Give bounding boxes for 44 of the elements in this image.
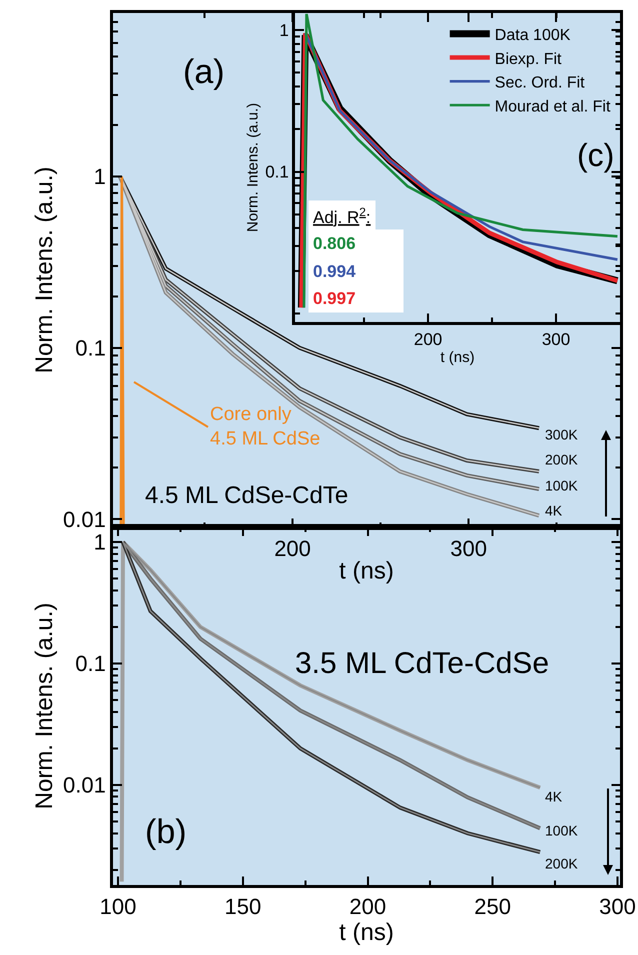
annotation: (a) [183,53,225,91]
annotation: 100K [545,822,578,839]
x-tick-label: 300 [450,536,487,562]
x-tick-label: 200 [414,330,442,350]
y-tick-label: 1 [94,530,106,555]
legend-label: Sec. Ord. Fit [494,74,586,92]
annotation: 200K [545,452,578,468]
y-tick-label: 1 [279,21,289,40]
legend-label: Core only 4.5 ML CdSe [210,404,320,450]
annotation: 200K [545,856,578,872]
legend-label: Mourad et al. Fit [494,98,611,116]
annotation: Adj. R$^{2}$: [313,205,371,228]
legend-label: Biexp. Fit [494,50,562,68]
annotation: 100K [545,478,578,494]
annotation: (b) [145,813,187,851]
y-tick-label: 0.1 [75,651,106,676]
annotation: (c) [577,137,614,173]
annotation: 0.806 [313,234,356,254]
y-axis-title: Norm. Intens. (a.u.) [244,102,262,232]
x-axis-title: t (ns) [339,919,394,946]
y-tick-label: 0.1 [265,162,289,182]
annotation: 0.994 [313,262,356,282]
x-tick-label: 300 [542,330,570,350]
annotation: 4.5 ML CdSe-CdTe [145,482,348,509]
y-tick-label: 0.01 [63,506,106,532]
x-tick-label: 300 [599,894,636,920]
x-axis-title: t (ns) [339,557,394,584]
legend-label: Data 100K [494,26,571,44]
annotation: 0.997 [313,289,356,308]
x-tick-label: 150 [224,894,262,920]
annotation: 4K [545,502,563,519]
annotation: 3.5 ML CdTe-CdSe [295,647,550,680]
annotation: 300K [545,426,578,443]
y-tick-label: 0.1 [75,336,106,361]
y-axis-title: Norm. Intens. (a.u.) [31,602,58,810]
annotation: 4K [545,788,563,805]
x-tick-label: 200 [274,536,311,562]
x-axis-title: t (ns) [440,349,475,366]
x-tick-label: 100 [100,894,136,920]
x-tick-label: 200 [349,894,386,920]
y-axis-title: Norm. Intens. (a.u.) [31,166,58,374]
x-tick-label: 250 [474,894,511,920]
y-tick-label: 0.01 [63,772,106,798]
y-tick-label: 1 [94,164,106,190]
